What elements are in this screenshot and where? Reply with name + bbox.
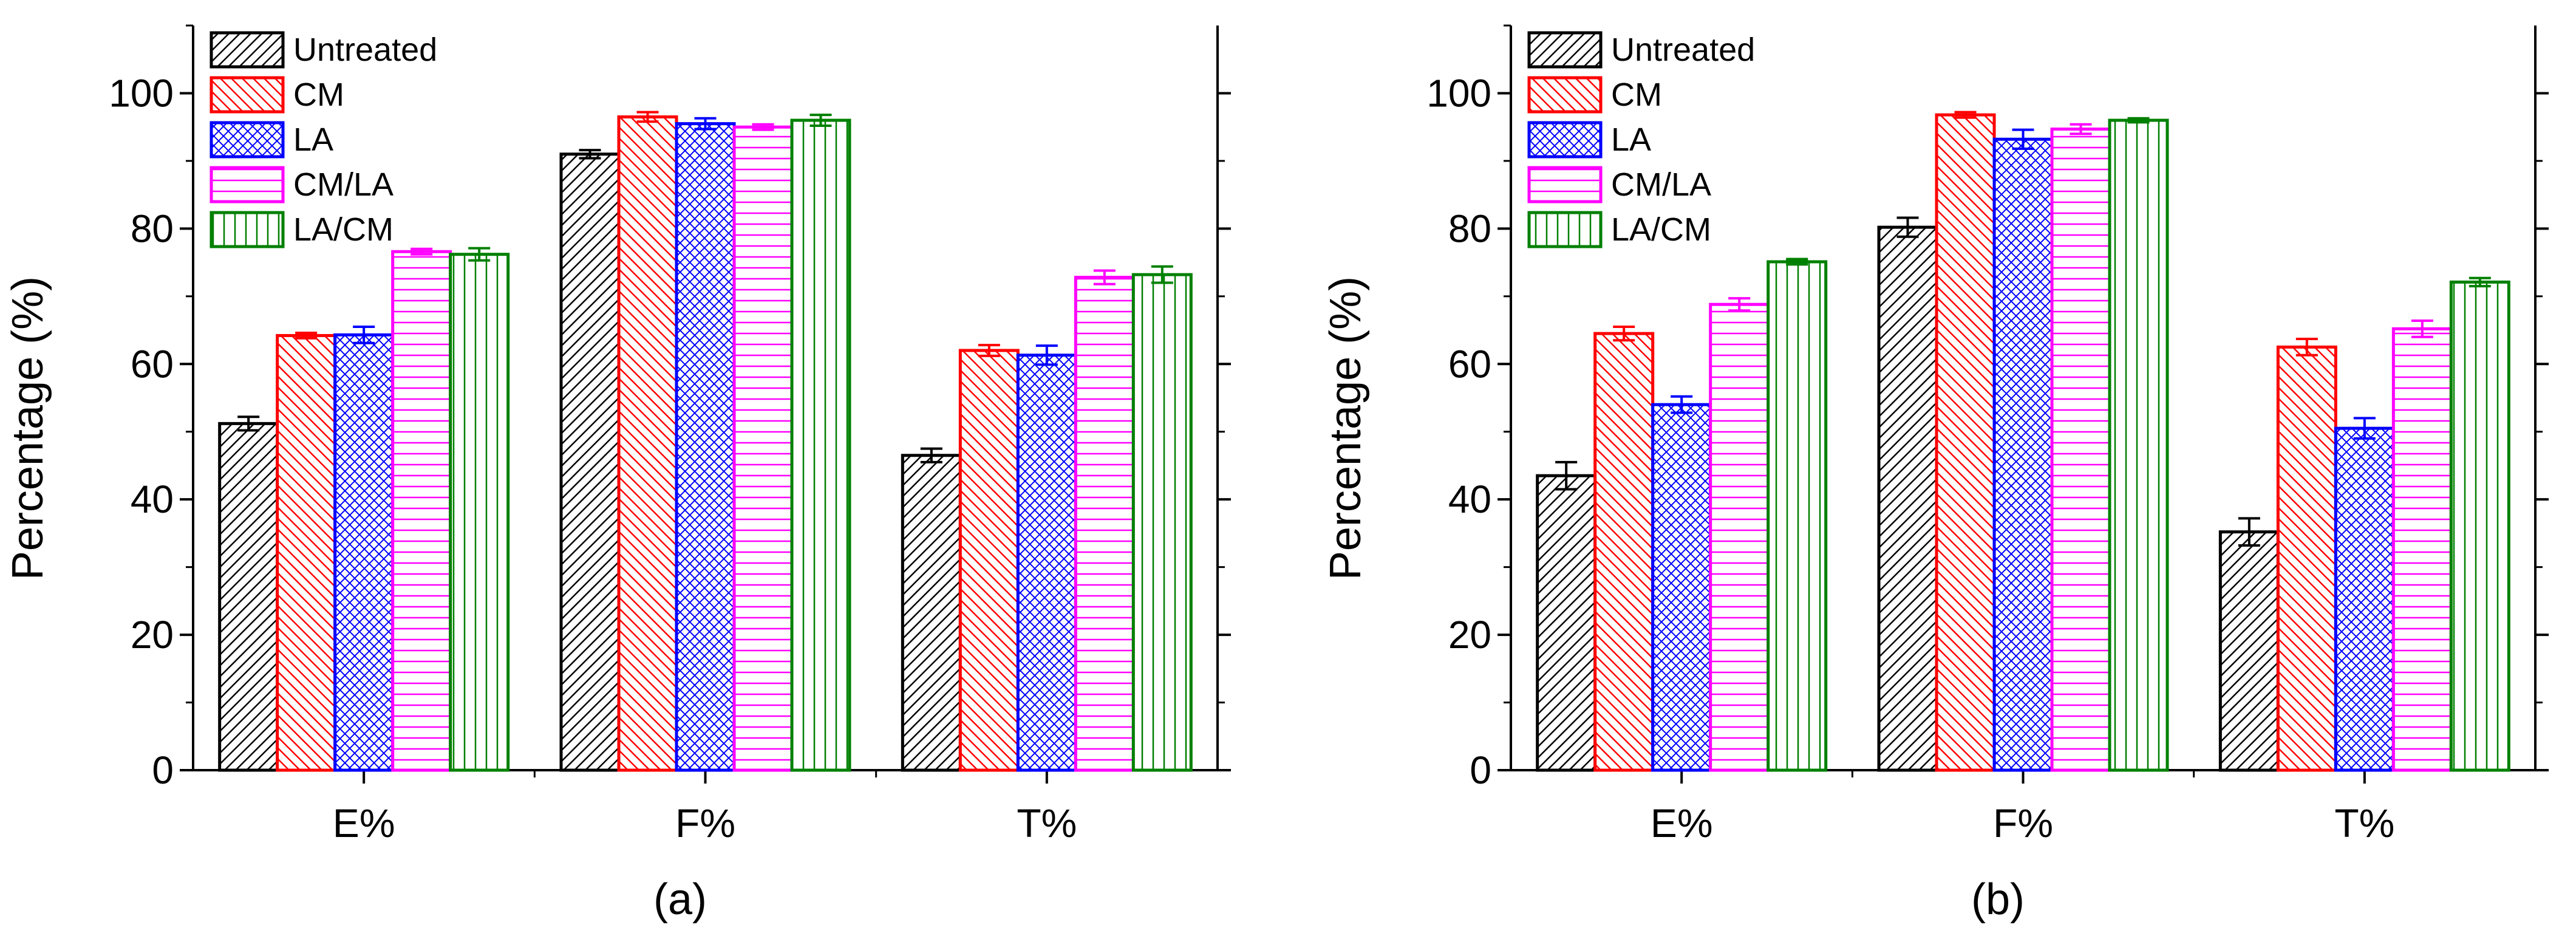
x-tick-label: F% xyxy=(675,801,735,845)
y-axis-title: Percentage (%) xyxy=(1321,276,1370,580)
bar xyxy=(1074,276,1135,772)
bar xyxy=(2334,426,2395,772)
bar xyxy=(1767,260,1828,772)
bar xyxy=(1709,302,1770,772)
y-tick-label: 100 xyxy=(1426,71,1491,115)
y-tick-label: 80 xyxy=(131,207,174,250)
bar xyxy=(1593,332,1655,772)
bar xyxy=(675,122,736,772)
legend-swatch xyxy=(210,31,285,69)
legend-swatch xyxy=(1527,31,1603,69)
y-tick-label: 20 xyxy=(131,613,174,657)
panel-caption: (b) xyxy=(1971,875,2025,924)
legend-label: Untreated xyxy=(293,32,437,68)
x-tick-label: F% xyxy=(1993,801,2053,845)
bar xyxy=(2108,118,2169,772)
bar xyxy=(276,333,337,772)
legend-label: LA/CM xyxy=(1611,211,1711,248)
legend-swatch xyxy=(210,121,285,159)
legend-swatch xyxy=(1527,121,1603,159)
y-tick-label: 40 xyxy=(1448,477,1491,521)
legend-label: CM/LA xyxy=(293,166,394,203)
bar xyxy=(391,250,452,772)
bar xyxy=(1935,113,1996,772)
bar xyxy=(1651,403,1712,772)
chart-panel-a: Percentage (%) (a) 0 20 40 60 80 100 E% F% T% Unt… xyxy=(4,24,1231,924)
bar xyxy=(790,118,851,772)
x-tick-label: T% xyxy=(1017,801,1077,845)
bar xyxy=(958,349,1020,772)
bar xyxy=(1992,137,2054,772)
legend-swatch xyxy=(210,166,285,203)
bar xyxy=(218,422,279,772)
chart-panel-b: Percentage (%) (b) 0 20 40 60 80 100 E% F% T% Unt… xyxy=(1321,24,2549,924)
legend-label: CM xyxy=(293,77,344,113)
legend-swatch xyxy=(1527,166,1603,203)
y-tick-label: 20 xyxy=(1448,613,1491,657)
legend-swatch xyxy=(210,211,285,248)
bar xyxy=(2391,327,2453,772)
legend-label: Untreated xyxy=(1611,32,1755,68)
y-tick-label: 100 xyxy=(109,71,174,115)
legend-swatch xyxy=(210,76,285,114)
legend-label: LA xyxy=(1611,121,1651,158)
bar xyxy=(333,333,395,772)
legend-label: CM xyxy=(1611,77,1662,113)
y-tick-label: 80 xyxy=(1448,207,1491,250)
y-tick-label: 60 xyxy=(131,342,174,386)
x-tick-label: E% xyxy=(333,801,395,845)
bar xyxy=(2050,128,2111,772)
legend-label: CM/LA xyxy=(1611,166,1711,203)
bar xyxy=(1016,354,1077,772)
legend-swatch xyxy=(1527,211,1603,248)
bar xyxy=(1877,225,1938,772)
bar xyxy=(559,152,621,772)
bar xyxy=(449,253,510,772)
bar xyxy=(2449,280,2510,772)
y-tick-label: 0 xyxy=(152,748,174,792)
x-tick-label: E% xyxy=(1651,801,1713,845)
legend-label: LA/CM xyxy=(293,211,394,248)
y-tick-label: 40 xyxy=(131,477,174,521)
x-tick-label: T% xyxy=(2334,801,2394,845)
bar xyxy=(617,115,678,772)
bar xyxy=(901,454,962,772)
bar xyxy=(732,125,794,772)
bar xyxy=(2218,530,2280,772)
y-tick-label: 0 xyxy=(1470,748,1491,792)
y-axis-title: Percentage (%) xyxy=(4,276,52,580)
panel-caption: (a) xyxy=(653,875,707,924)
bar xyxy=(2276,345,2337,772)
bar xyxy=(1131,273,1193,772)
y-tick-label: 60 xyxy=(1448,342,1491,386)
legend-swatch xyxy=(1527,76,1603,114)
bar xyxy=(1536,474,1597,772)
legend-label: LA xyxy=(293,121,333,158)
